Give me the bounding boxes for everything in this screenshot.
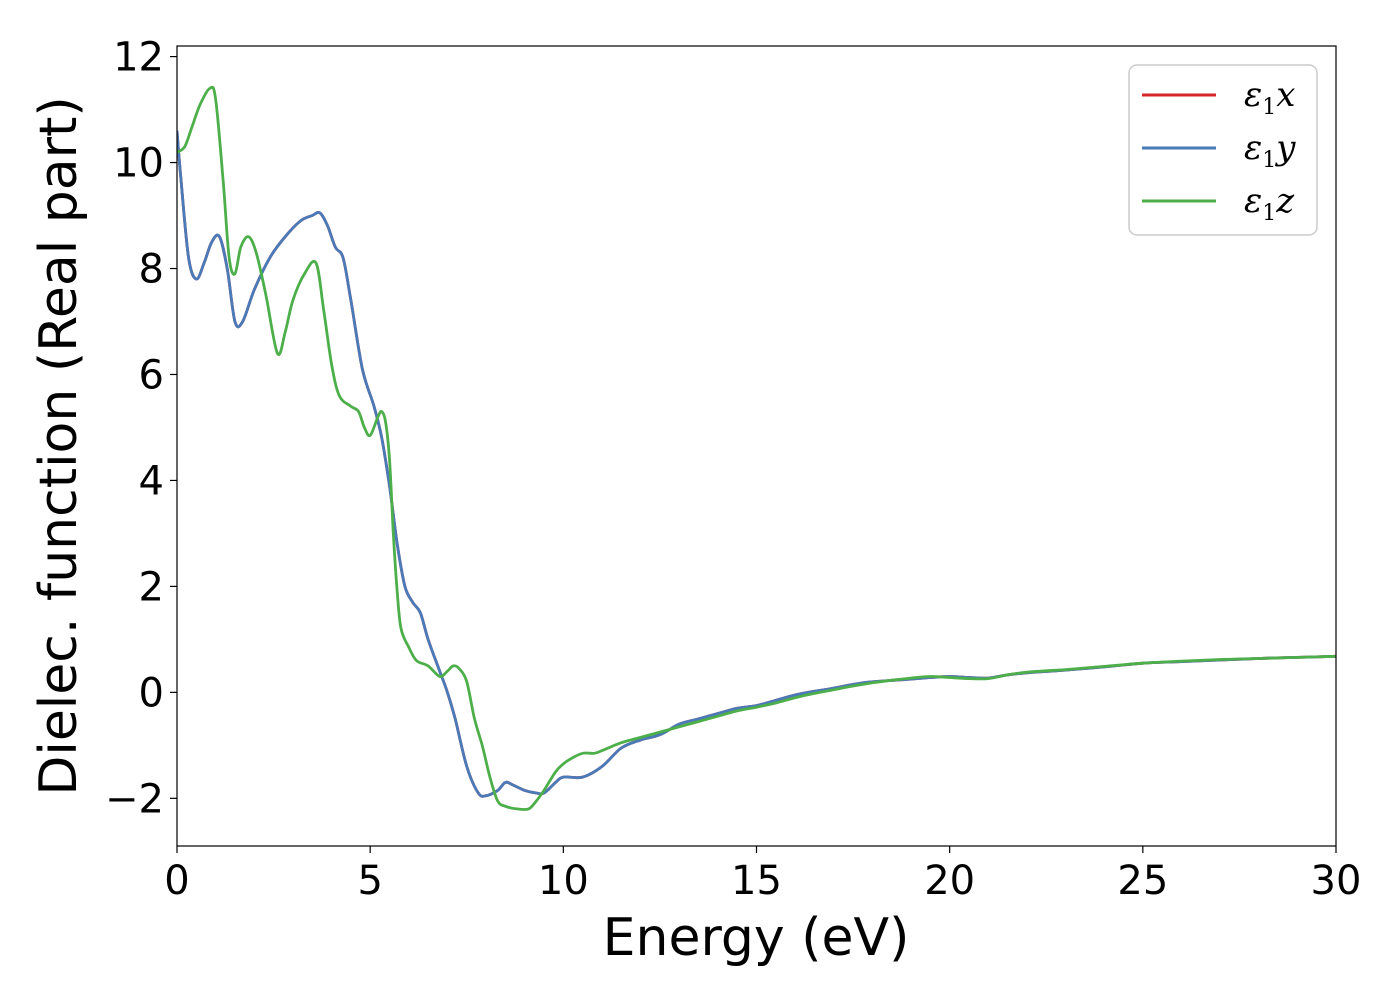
x-tick-label: 15 <box>731 858 782 904</box>
legend-label-x: ε1x <box>1244 75 1295 120</box>
legend-label-z: ε1z <box>1244 181 1295 226</box>
x-tick-label: 5 <box>357 858 382 904</box>
y-tick-label: 10 <box>113 141 164 187</box>
legend-label-y: ε1y <box>1244 128 1296 173</box>
x-tick-label: 0 <box>164 858 189 904</box>
y-tick-label: 6 <box>139 352 164 398</box>
x-tick-label: 25 <box>1117 858 1168 904</box>
y-tick-label: 8 <box>139 247 164 293</box>
x-tick-label: 10 <box>538 858 589 904</box>
y-tick-label: 4 <box>139 458 164 504</box>
y-tick-label: 0 <box>139 670 164 716</box>
x-tick-label: 30 <box>1311 858 1362 904</box>
series-lines <box>177 85 1336 812</box>
y-axis: −2 0 2 4 6 8 10 12 <box>105 35 177 822</box>
x-axis-label: Energy (eV) <box>603 908 910 968</box>
x-axis: 0 5 10 15 20 25 30 <box>164 846 1361 904</box>
series-line-z <box>177 85 1336 812</box>
legend: ε1x ε1y ε1z <box>1128 64 1318 236</box>
legend-box <box>1128 64 1318 236</box>
x-tick-label: 20 <box>924 858 975 904</box>
y-tick-label: 2 <box>139 564 164 610</box>
y-tick-label: 12 <box>113 35 164 81</box>
y-tick-label: −2 <box>105 776 164 822</box>
y-axis-label: Dielec. function (Real part) <box>29 96 89 795</box>
